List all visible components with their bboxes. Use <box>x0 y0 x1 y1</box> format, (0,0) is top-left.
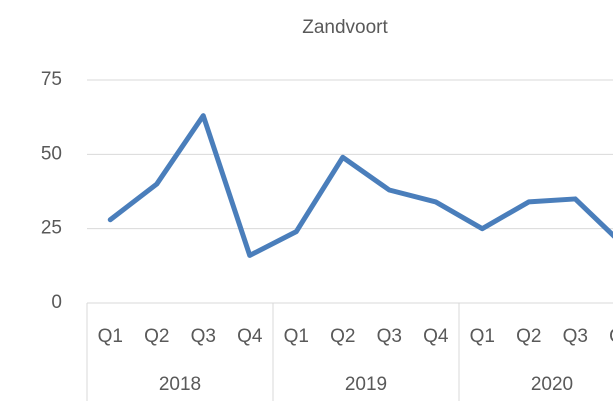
x-tick-label: Q2 <box>144 326 169 347</box>
x-tick-label: Q4 <box>609 326 613 347</box>
group-label: 2018 <box>159 374 201 395</box>
y-tick-label: 0 <box>51 292 62 313</box>
group-label: 2020 <box>531 374 573 395</box>
y-tick-label: 25 <box>41 218 62 239</box>
group-label: 2019 <box>345 374 387 395</box>
data-line <box>107 113 613 258</box>
x-tick-label: Q4 <box>237 326 263 347</box>
y-tick-label: 50 <box>41 143 62 164</box>
x-tick-label: Q2 <box>516 326 541 347</box>
x-tick-label: Q3 <box>377 326 402 347</box>
x-tick-label: Q1 <box>284 326 309 347</box>
x-tick-label: Q1 <box>98 326 123 347</box>
x-tick-label: Q2 <box>330 326 355 347</box>
x-tick-label: Q3 <box>563 326 588 347</box>
y-tick-label: 75 <box>41 69 62 90</box>
x-tick-label: Q1 <box>470 326 495 347</box>
x-tick-label: Q3 <box>191 326 216 347</box>
x-tick-label: Q4 <box>423 326 449 347</box>
chart-title: Zandvoort <box>302 17 388 38</box>
